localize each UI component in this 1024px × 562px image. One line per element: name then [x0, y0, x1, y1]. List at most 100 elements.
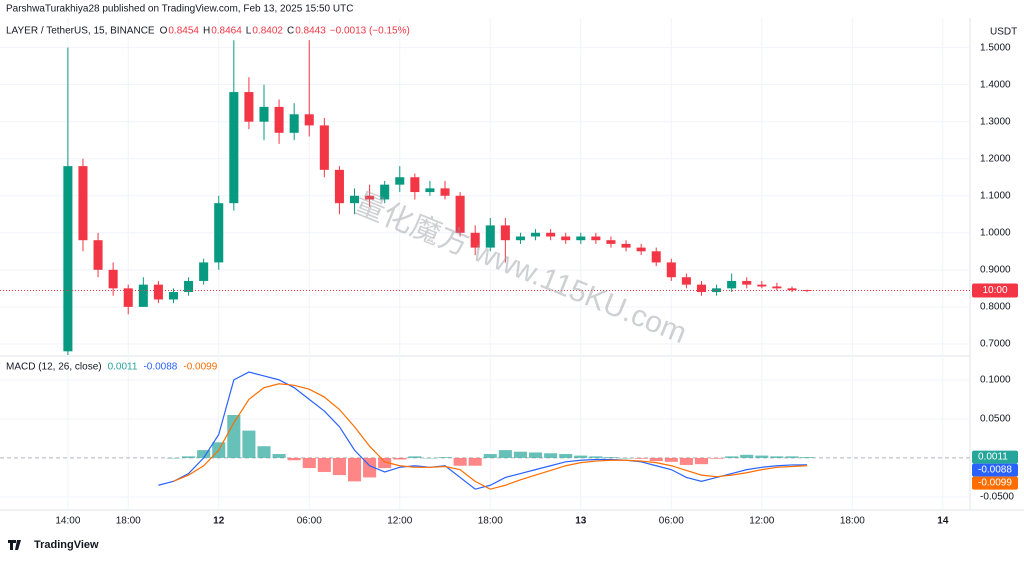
histogram-bar [272, 454, 286, 458]
indicator-value: -0.0099 [183, 362, 217, 373]
histogram-bar [287, 457, 301, 461]
histogram-bar [468, 457, 482, 466]
candle-body [123, 288, 133, 307]
candle-body [334, 169, 344, 204]
y-tick-label: 0.1000 [980, 374, 1011, 385]
ohlc-value: 0.8443 [295, 26, 326, 37]
candle-body [108, 269, 118, 289]
symbol-title: LAYER / TetherUS, 15, BINANCE [6, 26, 155, 37]
candle-body [455, 195, 465, 233]
histogram-bar [710, 457, 724, 459]
histogram-bar [257, 446, 271, 458]
histogram-bar [559, 454, 573, 458]
y-tick-label: 1.0000 [980, 227, 1011, 238]
histogram-bar [664, 457, 678, 462]
candle-body [757, 284, 767, 287]
candle-body [259, 106, 269, 122]
x-tick-label: 06:00 [659, 516, 684, 527]
indicator-value: -0.0088 [143, 362, 177, 373]
x-tick-label: 06:00 [297, 516, 322, 527]
histogram-bar [619, 457, 633, 459]
candle-body [742, 280, 752, 285]
x-tick-label: 18:00 [840, 516, 865, 527]
candle-body [440, 188, 450, 196]
histogram-bar [649, 457, 663, 462]
candle-body [244, 92, 254, 122]
histogram-bar [408, 456, 422, 458]
candle-body [78, 166, 88, 241]
histogram-bar [347, 457, 362, 482]
histogram-bar [740, 454, 754, 458]
histogram-bar [332, 457, 346, 476]
histogram-bar [589, 456, 603, 458]
histogram-bar [785, 456, 799, 458]
countdown: 10:00 [982, 285, 1007, 296]
y-tick-label: -0.0500 [980, 492, 1014, 503]
histogram-bar [528, 452, 543, 458]
histogram-bar [438, 457, 452, 458]
candle-body [319, 125, 329, 170]
candle-body [561, 236, 571, 241]
indicator-title: MACD (12, 26, close) [6, 362, 102, 373]
histogram-bar [679, 457, 693, 465]
candle-body [214, 203, 224, 263]
ohlc-value: 0.8402 [252, 26, 283, 37]
axis-value: -0.0088 [978, 465, 1012, 476]
y-tick-label: 0.8000 [980, 301, 1011, 312]
candle-body [425, 188, 435, 193]
histogram-bar [800, 457, 814, 458]
y-tick-label: 1.1000 [980, 190, 1011, 201]
candle-body [138, 284, 148, 307]
candle-body [485, 225, 495, 248]
y-tick-label: 1.4000 [980, 79, 1011, 90]
candle-body [531, 232, 541, 237]
candle-body [470, 232, 480, 248]
x-tick-label: 12:00 [387, 516, 412, 527]
axis-value-box [972, 463, 1018, 477]
candle-body [199, 262, 209, 281]
y-tick-label: 1.5000 [980, 42, 1011, 53]
candle-body [168, 292, 179, 300]
countdown-box [972, 283, 1018, 298]
axis-value: -0.0099 [978, 478, 1012, 489]
axis-value: 0.0011 [978, 452, 1008, 463]
y-tick-label: 0.0500 [980, 414, 1011, 425]
histogram-bar [513, 451, 527, 458]
candle-body [304, 114, 314, 126]
histogram-bar [544, 453, 558, 458]
y-tick-label: 0.7000 [980, 339, 1011, 350]
indicator-value: 0.0011 [108, 362, 138, 373]
candle-body [681, 277, 691, 285]
candle-body [349, 195, 360, 204]
histogram-bar [574, 455, 588, 458]
x-tick-label: 14 [937, 516, 949, 527]
histogram-bar [378, 457, 392, 469]
ohlc-label: L [246, 26, 252, 37]
candle-body [591, 236, 601, 241]
histogram-bar [197, 450, 211, 458]
macd-line [173, 383, 808, 490]
candle-body [274, 106, 284, 133]
histogram-bar [483, 454, 497, 458]
histogram-bar [166, 457, 181, 459]
candle-body [500, 225, 510, 241]
y-tick-label: 0.9000 [980, 264, 1011, 275]
candle-body [93, 240, 103, 270]
candle-body [696, 284, 707, 293]
brand-logo [8, 540, 21, 550]
candle-body [289, 114, 299, 133]
histogram-bar [227, 414, 241, 458]
x-tick-label: 13 [575, 516, 587, 527]
ohlc-label: H [203, 26, 210, 37]
candle-body [365, 195, 375, 200]
histogram-bar [498, 450, 512, 458]
candle-body [666, 262, 676, 278]
histogram-bar [317, 457, 331, 472]
histogram-bar [182, 456, 196, 458]
candle-body [380, 184, 390, 200]
macd-line [158, 371, 808, 490]
histogram-bar [725, 456, 739, 458]
histogram-bar [634, 457, 648, 459]
